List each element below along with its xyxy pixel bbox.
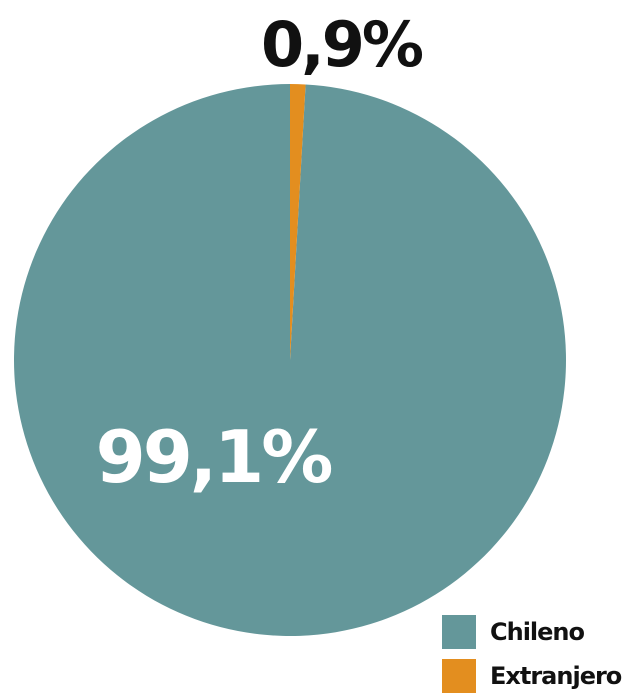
pie-slices xyxy=(14,84,567,636)
legend-label-chileno: Chileno xyxy=(490,618,585,646)
legend-item-chileno: Chileno xyxy=(442,612,626,652)
slice-label-extranjero: 0,9% xyxy=(261,8,423,81)
slice-label-chileno: 99,1% xyxy=(96,415,332,499)
pie-slice-chileno xyxy=(14,84,567,636)
legend-label-extranjero: Extranjero xyxy=(490,662,622,690)
legend-swatch-extranjero xyxy=(442,659,476,693)
legend-item-extranjero: Extranjero xyxy=(442,656,626,696)
legend-swatch-chileno xyxy=(442,615,476,649)
chart-legend: Chileno Extranjero xyxy=(442,612,626,700)
pie-slice-extranjero xyxy=(290,84,306,360)
